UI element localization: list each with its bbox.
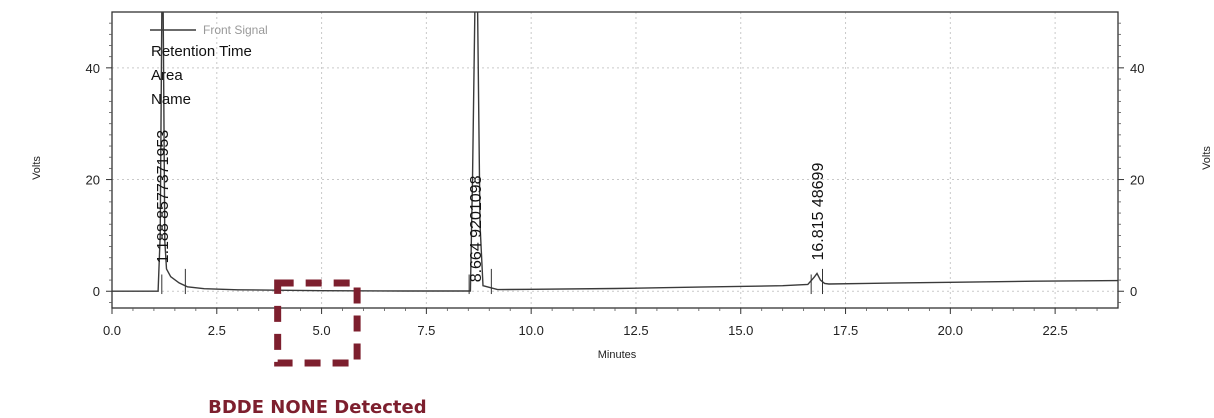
x-tick-label-1: 2.5: [208, 323, 226, 338]
y-tick-label-left-0: 0: [93, 284, 100, 299]
labels-layer: 0.0 2.5 5.0 7.5 10.0 12.5 15.0 17.5 20.0 22.5 0 0 20…: [86, 61, 1145, 338]
x-tick-label-4: 10.0: [519, 323, 544, 338]
x-tick-label-6: 15.0: [728, 323, 753, 338]
peak-label-2: 16.815 48699: [810, 163, 827, 261]
series-layer: [112, 12, 1118, 292]
y-axis-title-right: Volts: [1201, 146, 1213, 170]
x-tick-label-0: 0.0: [103, 323, 121, 338]
y-tick-label-left-1: 20: [86, 173, 100, 188]
x-tick-label-3: 7.5: [417, 323, 435, 338]
x-tick-label-2: 5.0: [313, 323, 331, 338]
x-tick-label-8: 20.0: [938, 323, 963, 338]
peak-label-0: 1.188 8577371953: [155, 130, 172, 264]
x-tick-label-9: 22.5: [1042, 323, 1067, 338]
y-tick-label-right-0: 0: [1130, 284, 1137, 299]
x-axis-title: Minutes: [598, 349, 637, 361]
x-tick-label-7: 17.5: [833, 323, 858, 338]
legend: Front Signal Retention Time Area Name: [151, 23, 268, 108]
x-tick-label-5: 12.5: [623, 323, 648, 338]
y-tick-label-right-2: 40: [1130, 61, 1144, 76]
grid-layer: [112, 12, 1118, 308]
series-line-0: [112, 12, 1118, 292]
marks-layer: [150, 29, 823, 295]
y-axis-title-left: Volts: [31, 156, 43, 180]
plot-frame: [111, 11, 1119, 309]
peak-label-1: 8.664 9201098: [468, 175, 485, 282]
legend-retention-time: Retention Time: [151, 43, 252, 60]
legend-series-name: Front Signal: [203, 23, 268, 37]
y-tick-label-left-2: 40: [86, 61, 100, 76]
axes-layer: [106, 11, 1124, 314]
legend-name: Name: [151, 91, 191, 108]
bdde-callout-text: BDDE NONE Detected: [208, 397, 427, 418]
y-tick-label-right-1: 20: [1130, 173, 1144, 188]
bdde-callout: BDDE NONE Detected: [208, 279, 427, 418]
legend-area: Area: [151, 67, 183, 84]
bdde-callout-box: [274, 279, 361, 367]
